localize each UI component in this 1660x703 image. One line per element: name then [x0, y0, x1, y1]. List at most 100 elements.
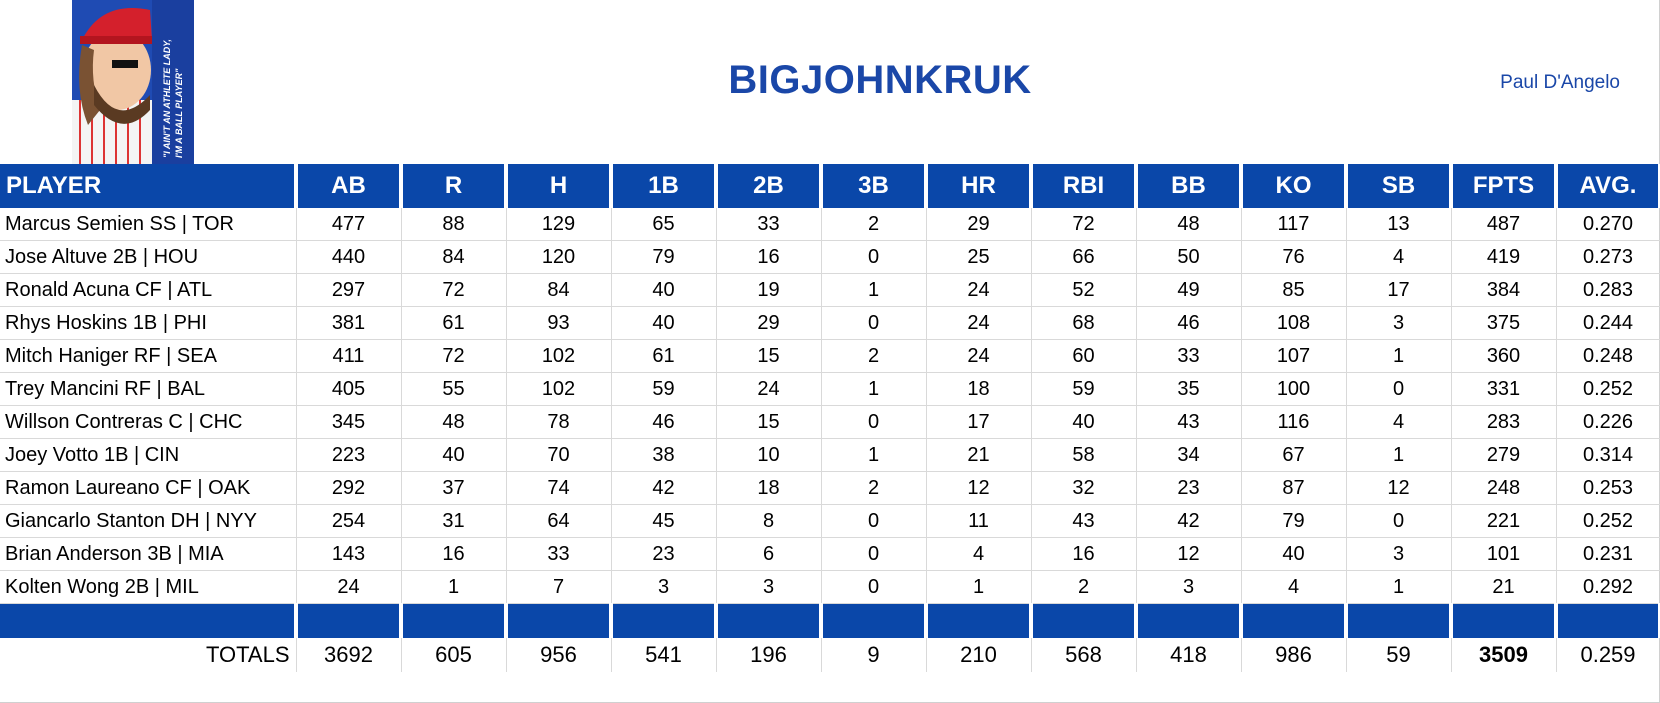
separator-cell: [1451, 603, 1558, 638]
stat-cell: 38: [611, 438, 717, 472]
stat-cell: 101: [1451, 537, 1557, 571]
stat-cell: 60: [1031, 339, 1137, 373]
stat-cell: 0: [821, 306, 927, 340]
total-cell: 541: [611, 638, 717, 672]
separator-cell: [1556, 603, 1660, 638]
separator-cell: [0, 603, 298, 638]
stat-cell: 64: [506, 504, 612, 538]
stat-cell: 4: [1346, 240, 1452, 274]
stat-cell: 13: [1346, 208, 1452, 241]
stat-cell: 24: [296, 570, 402, 604]
stat-cell: 17: [926, 405, 1032, 439]
stat-cell: 40: [611, 306, 717, 340]
stat-cell: 40: [611, 273, 717, 307]
team-name: BIGJOHNKRUK: [728, 58, 1032, 102]
stat-cell: 102: [506, 372, 612, 406]
stat-cell: 84: [401, 240, 507, 274]
column-header: RBI: [1031, 164, 1138, 208]
stat-cell: 59: [1031, 372, 1137, 406]
player-name: Jose Altuve 2B | HOU: [0, 240, 297, 274]
stat-cell: 4: [1346, 405, 1452, 439]
player-name: Mitch Haniger RF | SEA: [0, 339, 297, 373]
stat-cell: 33: [506, 537, 612, 571]
separator-cell: [611, 603, 718, 638]
stat-cell: 0: [821, 405, 927, 439]
player-name: Trey Mancini RF | BAL: [0, 372, 297, 406]
stat-cell: 16: [1031, 537, 1137, 571]
stat-cell: 1: [401, 570, 507, 604]
column-header: 1B: [611, 164, 718, 208]
stat-cell: 0.270: [1556, 208, 1660, 241]
stat-cell: 1: [1346, 339, 1452, 373]
stat-cell: 16: [401, 537, 507, 571]
stat-cell: 143: [296, 537, 402, 571]
stat-cell: 411: [296, 339, 402, 373]
stat-cell: 2: [1031, 570, 1137, 604]
stat-cell: 45: [611, 504, 717, 538]
column-header: AVG.: [1556, 164, 1660, 208]
stat-cell: 24: [926, 306, 1032, 340]
stat-cell: 24: [926, 273, 1032, 307]
stat-cell: 223: [296, 438, 402, 472]
player-name: Willson Contreras C | CHC: [0, 405, 297, 439]
column-header: PLAYER: [0, 164, 298, 208]
stat-cell: 24: [716, 372, 822, 406]
stat-cell: 375: [1451, 306, 1557, 340]
stat-cell: 33: [716, 208, 822, 241]
player-name: Giancarlo Stanton DH | NYY: [0, 504, 297, 538]
stat-cell: 487: [1451, 208, 1557, 241]
table-row: Trey Mancini RF | BAL 405 55 102 59 24 1 18 59 35…: [0, 372, 1660, 406]
separator-cell: [821, 603, 928, 638]
stat-cell: 66: [1031, 240, 1137, 274]
stat-cell: 61: [611, 339, 717, 373]
stat-cell: 2: [821, 339, 927, 373]
stat-cell: 46: [1136, 306, 1242, 340]
stat-cell: 1: [821, 438, 927, 472]
stat-cell: 72: [401, 339, 507, 373]
totals-row: TOTALS 3692 605 956 541 196 9 210 568 418 986 59 350…: [0, 638, 1660, 672]
stat-cell: 360: [1451, 339, 1557, 373]
stat-cell: 381: [296, 306, 402, 340]
stat-cell: 0: [821, 537, 927, 571]
stat-cell: 2: [821, 208, 927, 241]
stat-cell: 4: [1241, 570, 1347, 604]
stat-cell: 15: [716, 405, 822, 439]
separator-cell: [401, 603, 508, 638]
stat-cell: 37: [401, 471, 507, 505]
stat-cell: 3: [716, 570, 822, 604]
separator-bar: [0, 603, 1660, 638]
stat-cell: 2: [821, 471, 927, 505]
stat-cell: 72: [401, 273, 507, 307]
column-header: AB: [296, 164, 403, 208]
stat-cell: 35: [1136, 372, 1242, 406]
stat-cell: 67: [1241, 438, 1347, 472]
separator-cell: [716, 603, 823, 638]
stat-cell: 0.292: [1556, 570, 1660, 604]
stat-cell: 10: [716, 438, 822, 472]
stat-cell: 3: [1136, 570, 1242, 604]
player-name: Ronald Acuna CF | ATL: [0, 273, 297, 307]
separator-cell: [926, 603, 1033, 638]
stat-cell: 116: [1241, 405, 1347, 439]
stat-cell: 477: [296, 208, 402, 241]
table-row: Brian Anderson 3B | MIA 143 16 33 23 6 0 4 16 12 4…: [0, 537, 1660, 571]
stat-cell: 0.273: [1556, 240, 1660, 274]
separator-cell: [1346, 603, 1453, 638]
total-cell: 0.259: [1556, 638, 1660, 672]
stat-cell: 93: [506, 306, 612, 340]
stat-cell: 16: [716, 240, 822, 274]
stat-cell: 384: [1451, 273, 1557, 307]
stat-cell: 120: [506, 240, 612, 274]
stat-cell: 31: [401, 504, 507, 538]
player-name: Rhys Hoskins 1B | PHI: [0, 306, 297, 340]
stat-cell: 0: [821, 570, 927, 604]
stat-cell: 21: [926, 438, 1032, 472]
total-cell: 986: [1241, 638, 1347, 672]
stat-cell: 78: [506, 405, 612, 439]
total-cell: 3509: [1451, 638, 1557, 672]
owner-name: Paul D'Angelo: [1500, 72, 1620, 93]
stat-cell: 40: [1241, 537, 1347, 571]
stat-cell: 55: [401, 372, 507, 406]
stat-cell: 12: [1346, 471, 1452, 505]
stat-cell: 0.226: [1556, 405, 1660, 439]
